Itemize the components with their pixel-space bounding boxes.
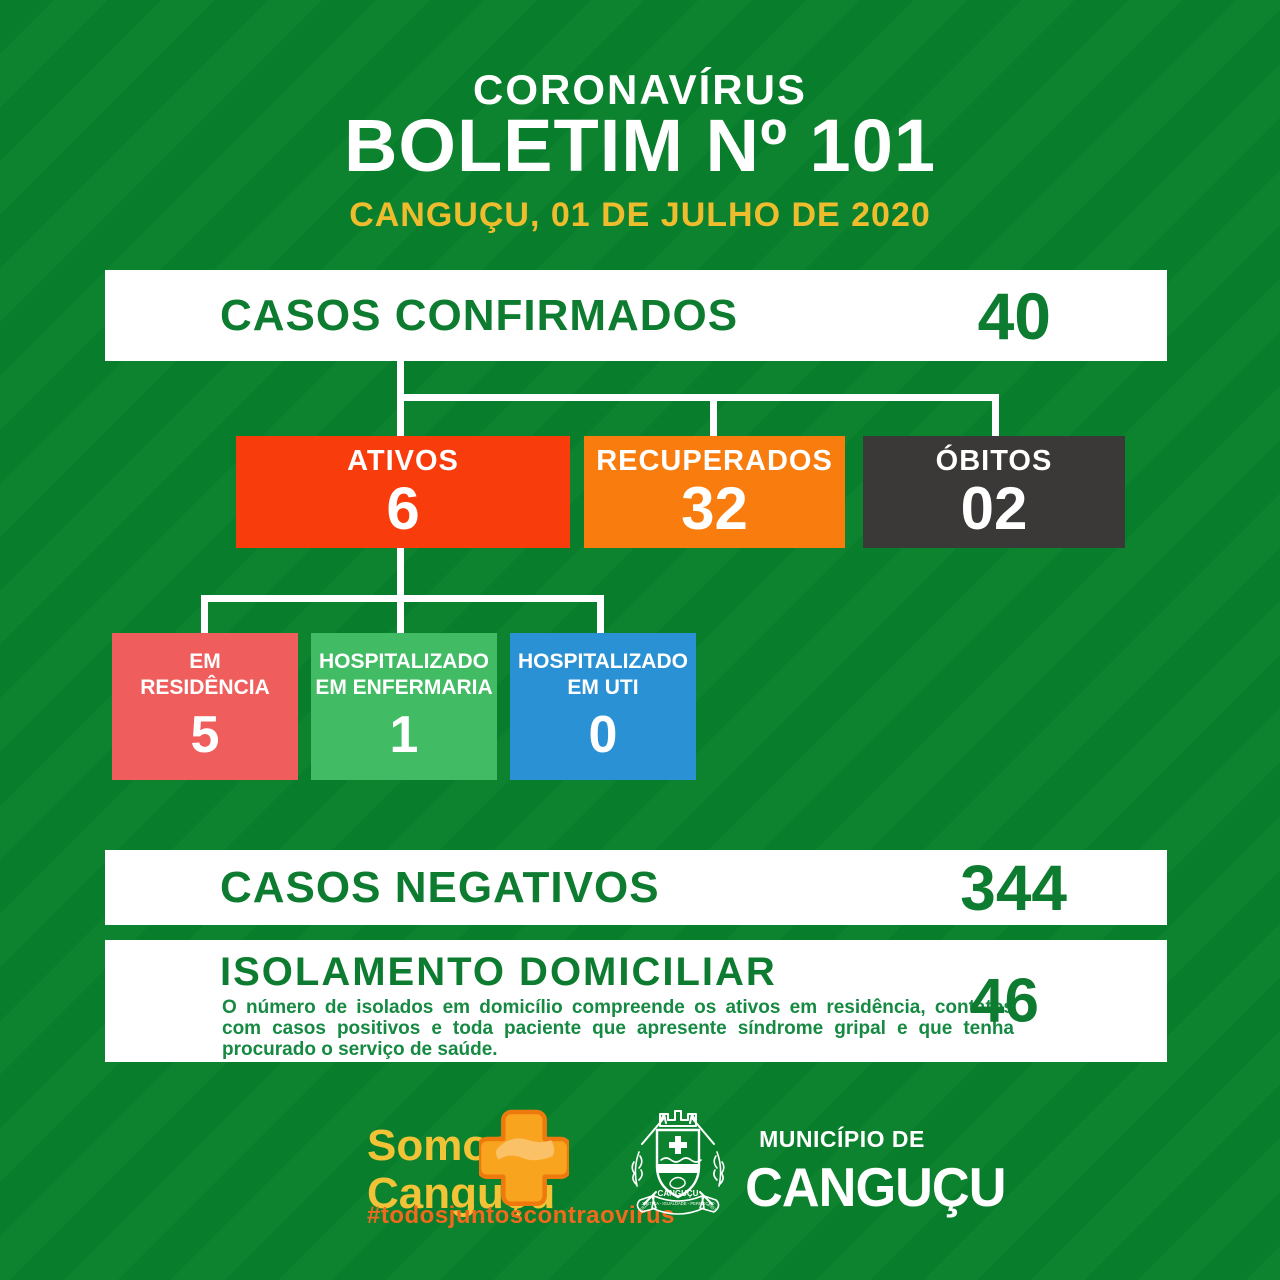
- home-isolation-value: 46: [970, 966, 1039, 1036]
- crest-year-left: 1812: [639, 1201, 650, 1212]
- connector-status-horizontal: [397, 394, 999, 401]
- connector-recuperados-stub: [710, 394, 717, 436]
- cangucu-coat-of-arms: CANGUÇU JUSTIÇA - IGUALDADE - PERFEIÇÃO …: [631, 1110, 725, 1215]
- crest-year-right: 1857: [707, 1202, 718, 1213]
- obitos-box: ÓBITOS 02: [863, 436, 1125, 548]
- obitos-label: ÓBITOS: [935, 445, 1053, 477]
- connector-uti-stub: [597, 595, 604, 633]
- connector-obitos-stub: [992, 394, 999, 436]
- em-residencia-value: 5: [190, 706, 220, 764]
- recuperados-label: RECUPERADOS: [596, 445, 833, 477]
- municipality-large-text: CANGUÇU: [745, 1156, 1006, 1218]
- home-isolation-description: O número de isolados em domicílio compre…: [222, 997, 1014, 1060]
- hospitalizado-enfermaria-label: HOSPITALIZADO EM ENFERMARIA: [315, 649, 492, 701]
- ativos-label: ATIVOS: [347, 445, 459, 477]
- hospitalizado-enfermaria-value: 1: [389, 706, 419, 764]
- em-residencia-label: EM RESIDÊNCIA: [140, 649, 270, 701]
- page-subtitle-date: CANGUÇU, 01 DE JULHO DE 2020: [349, 196, 931, 234]
- em-residencia-label-line2: RESIDÊNCIA: [140, 676, 270, 699]
- hospitalizado-uti-label-line1: HOSPITALIZADO: [518, 650, 688, 673]
- confirmed-cases-bar: CASOS CONFIRMADOS 40: [105, 270, 1167, 361]
- negative-cases-label: CASOS NEGATIVOS: [220, 862, 660, 912]
- crest-name-text: CANGUÇU: [658, 1189, 699, 1198]
- em-residencia-box: EM RESIDÊNCIA 5: [112, 633, 298, 780]
- confirmed-cases-label: CASOS CONFIRMADOS: [220, 290, 739, 340]
- page-title-large: BOLETIM Nº 101: [343, 104, 937, 187]
- connector-residencia-stub: [201, 595, 208, 633]
- hospitalizado-uti-label-line2: EM UTI: [567, 676, 639, 699]
- hospitalizado-uti-box: HOSPITALIZADO EM UTI 0: [510, 633, 696, 780]
- plus-cross-icon: [479, 1109, 569, 1207]
- negative-cases-value: 344: [960, 851, 1067, 924]
- municipality-wordmark: MUNICÍPIO DE CANGUÇU: [740, 1126, 1006, 1219]
- em-residencia-label-line1: EM: [189, 650, 221, 673]
- hospitalizado-uti-value: 0: [588, 706, 618, 764]
- ativos-value: 6: [386, 475, 420, 542]
- confirmed-cases-value: 40: [977, 278, 1051, 353]
- negative-cases-bar: CASOS NEGATIVOS 344: [105, 850, 1167, 925]
- crest-motto-text: JUSTIÇA - IGUALDADE - PERFEIÇÃO: [641, 1201, 715, 1206]
- hospitalizado-enfermaria-label-line2: EM ENFERMARIA: [315, 676, 493, 699]
- connector-ativos-vertical: [397, 548, 404, 602]
- obitos-value: 02: [960, 475, 1028, 542]
- hospitalizado-enfermaria-label-line1: HOSPITALIZADO: [319, 650, 489, 673]
- municipality-small-text: MUNICÍPIO DE: [759, 1126, 925, 1152]
- hashtag-text: #todosjuntoscontraovirus: [367, 1202, 676, 1229]
- page-title-small: CORONAVÍRUS: [473, 66, 807, 113]
- connector-enfermaria-stub: [397, 595, 404, 633]
- recuperados-box: RECUPERADOS 32: [584, 436, 845, 548]
- hospitalizado-uti-label: HOSPITALIZADO EM UTI: [518, 649, 688, 701]
- recuperados-value: 32: [681, 475, 748, 542]
- hospitalizado-enfermaria-box: HOSPITALIZADO EM ENFERMARIA 1: [311, 633, 497, 780]
- home-isolation-label: ISOLAMENTO DOMICILIAR: [220, 950, 777, 994]
- home-isolation-bar: ISOLAMENTO DOMICILIAR O número de isolad…: [105, 940, 1167, 1062]
- ativos-box: ATIVOS 6: [236, 436, 570, 548]
